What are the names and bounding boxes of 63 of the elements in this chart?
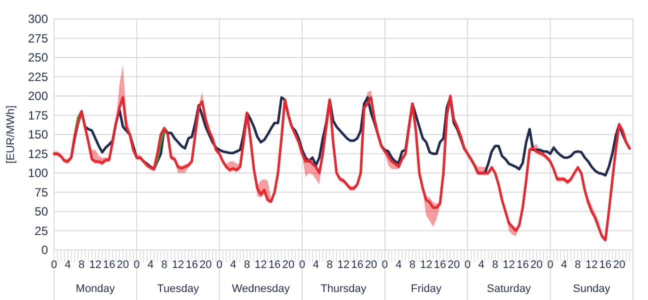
x-tick-label: 4 bbox=[230, 259, 236, 271]
x-tick-label: 0 bbox=[50, 259, 58, 271]
x-tick-label: 8 bbox=[409, 259, 416, 271]
x-tick-label: 20 bbox=[530, 259, 543, 271]
x-tick-label: 4 bbox=[312, 259, 319, 271]
text: Friday bbox=[410, 283, 442, 295]
x-tick-label: 8 bbox=[492, 259, 498, 271]
x-tick-label: 16 bbox=[434, 259, 446, 271]
x-tick-label: 8 bbox=[244, 259, 250, 271]
x-tick-label: 20 bbox=[200, 259, 212, 271]
x-tick-label: 12 bbox=[89, 259, 102, 271]
x-tick-label: 12 bbox=[586, 259, 598, 271]
x-tick-label: 16 bbox=[186, 259, 198, 271]
x-tick-label: 20 bbox=[282, 259, 294, 271]
text: Thursday bbox=[320, 283, 367, 295]
x-tick-label: 0 bbox=[547, 259, 554, 271]
text: Tuesday bbox=[157, 283, 200, 295]
y-tick-label: 225 bbox=[28, 70, 48, 84]
x-tick-label: 20 bbox=[364, 259, 378, 271]
text: Monday bbox=[76, 283, 116, 295]
x-tick-label: 20 bbox=[448, 259, 460, 271]
y-tick-label: 75 bbox=[34, 185, 48, 200]
y-tick-label: 175 bbox=[28, 108, 48, 122]
y-tick-label: 300 bbox=[28, 12, 48, 26]
y-tick-label: 125 bbox=[28, 146, 48, 161]
x-tick-label: 0 bbox=[464, 259, 471, 271]
text: Saturday bbox=[486, 283, 532, 295]
x-tick-label: 0 bbox=[382, 259, 388, 271]
y-tick-label: 275 bbox=[28, 31, 48, 46]
text: Wednesday bbox=[232, 283, 290, 295]
x-tick-label: 12 bbox=[254, 259, 267, 271]
x-tick-label: 12 bbox=[420, 259, 432, 271]
x-tick-label: 20 bbox=[116, 259, 130, 271]
x-tick-label: 8 bbox=[78, 259, 85, 271]
y-tick-label: 100 bbox=[28, 166, 48, 180]
x-tick-label: 16 bbox=[599, 259, 612, 271]
x-tick-label: 4 bbox=[478, 259, 484, 271]
x-tick-label: 16 bbox=[516, 259, 529, 271]
x-tick-label: 12 bbox=[337, 259, 350, 271]
y-tick-label: 25 bbox=[34, 224, 48, 238]
x-tick-label: 0 bbox=[216, 259, 222, 271]
x-tick-label: 12 bbox=[172, 259, 184, 271]
y-tick-label: 200 bbox=[28, 89, 48, 104]
y-tick-label: 50 bbox=[34, 204, 48, 219]
x-tick-label: 20 bbox=[613, 259, 626, 271]
x-tick-label: 4 bbox=[147, 259, 154, 271]
x-tick-label: 12 bbox=[502, 259, 516, 271]
y-axis-title: [EUR/MWh] bbox=[5, 105, 17, 164]
x-tick-label: 16 bbox=[268, 259, 281, 271]
x-tick-label: 16 bbox=[103, 259, 116, 271]
x-tick-label: 8 bbox=[161, 259, 168, 271]
x-tick-label: 4 bbox=[561, 259, 568, 271]
x-tick-label: 0 bbox=[134, 259, 140, 271]
x-tick-label: 8 bbox=[574, 259, 581, 271]
x-tick-label: 8 bbox=[326, 259, 333, 271]
x-tick-label: 0 bbox=[299, 259, 306, 271]
y-tick-label: 250 bbox=[28, 50, 48, 65]
x-tick-label: 16 bbox=[351, 259, 364, 271]
x-tick-label: 4 bbox=[64, 259, 71, 271]
text: Sunday bbox=[572, 283, 611, 295]
y-tick-label: 150 bbox=[28, 128, 48, 142]
y-tick-label: 0 bbox=[41, 243, 48, 258]
x-tick-label: 4 bbox=[396, 259, 402, 271]
